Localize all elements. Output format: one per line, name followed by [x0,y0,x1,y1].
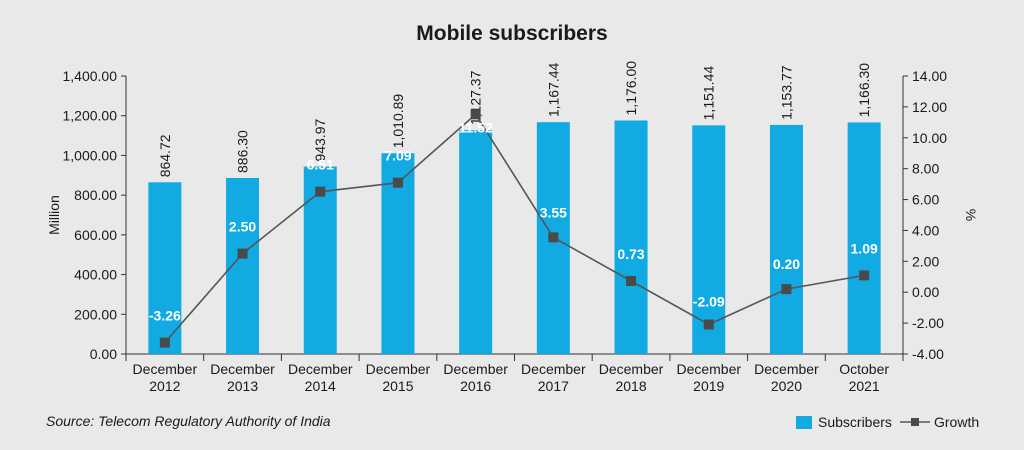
x-tick-label: December [288,361,353,377]
legend-marker-growth [911,418,919,426]
bar [148,182,182,354]
x-tick-label: December [754,361,819,377]
x-tick-label: December [210,361,275,377]
y2-axis-label: % [963,209,979,221]
x-tick-label: 2015 [382,378,413,394]
growth-point [703,319,714,330]
growth-point [470,109,481,120]
growth-value-label: 1.09 [851,240,878,256]
y2-tick-label: 10.00 [912,130,947,146]
growth-value-label: -3.26 [149,308,181,324]
chart-title: Mobile subscribers [416,22,607,45]
bar-value-label: 1,176.00 [623,61,639,116]
x-tick-label: 2021 [849,378,880,394]
x-tick-label: 2017 [538,378,569,394]
growth-value-label: 3.55 [540,204,567,220]
x-tick-label: October [839,361,889,377]
bar-value-label: 1,010.89 [390,94,406,149]
bar-value-label: 1,151.44 [701,66,717,121]
growth-point [159,337,170,348]
y-tick-label: 1,000.00 [63,147,118,163]
growth-point [237,248,248,259]
growth-value-label: -2.09 [693,294,725,310]
bar [614,120,648,354]
x-tick-label: 2020 [771,378,802,394]
x-tick-label: 2013 [227,378,258,394]
y2-tick-label: -4.00 [912,346,944,362]
x-tick-label: 2016 [460,378,491,394]
x-tick-label: 2012 [149,378,180,394]
growth-point [859,270,870,281]
bar [769,124,803,354]
growth-value-label: 0.73 [617,246,644,262]
y2-tick-label: 14.00 [912,68,947,84]
bar [303,166,337,354]
source-note: Source: Telecom Regulatory Authority of … [46,413,331,429]
y-tick-label: 0.00 [90,346,117,362]
bar [692,125,726,355]
growth-value-label: 0.20 [773,256,800,272]
bar-value-label: 1,167.44 [545,62,561,117]
bar-value-label: 943.97 [312,119,328,162]
growth-point [392,177,403,188]
growth-point [315,186,326,197]
bar [459,130,493,354]
x-tick-label: 2019 [693,378,724,394]
x-tick-label: December [521,361,586,377]
growth-value-label: 7.09 [384,148,411,164]
x-tick-label: 2018 [615,378,646,394]
y2-tick-label: 4.00 [912,222,939,238]
bar-value-label: 1,153.77 [778,65,794,120]
y-tick-label: 400.00 [74,267,117,283]
y2-tick-label: -2.00 [912,315,944,331]
bar [847,122,881,354]
y-tick-label: 1,200.00 [63,108,118,124]
x-tick-label: December [366,361,431,377]
x-tick-label: 2014 [305,378,336,394]
legend: Subscribers Growth [796,414,979,430]
y2-tick-label: 0.00 [912,284,939,300]
y2-tick-label: 8.00 [912,161,939,177]
y2-tick-label: 2.00 [912,253,939,269]
bar-value-label: 1,166.30 [856,63,872,118]
growth-line [164,113,865,344]
y-tick-label: 600.00 [74,227,117,243]
x-tick-label: December [133,361,198,377]
legend-label-growth: Growth [934,414,979,430]
x-tick-label: December [443,361,508,377]
y-axis-label: Million [46,195,62,235]
legend-swatch-subscribers [796,416,812,429]
bar-value-label: 864.72 [157,134,173,177]
x-tick-label: December [599,361,664,377]
y-tick-label: 1,400.00 [63,68,118,84]
y-tick-label: 800.00 [74,187,117,203]
growth-point [626,275,637,286]
legend-label-subscribers: Subscribers [818,414,892,430]
x-tick-label: December [676,361,741,377]
y2-tick-label: 6.00 [912,192,939,208]
growth-point [781,284,792,295]
growth-value-label: 6.51 [307,157,334,173]
growth-value-label: 11.52 [459,119,493,135]
growth-value-label: 2.50 [229,219,256,235]
growth-point [548,232,559,243]
y-tick-label: 200.00 [74,306,117,322]
bar-value-label: 886.30 [235,130,251,173]
y2-tick-label: 12.00 [912,99,947,115]
